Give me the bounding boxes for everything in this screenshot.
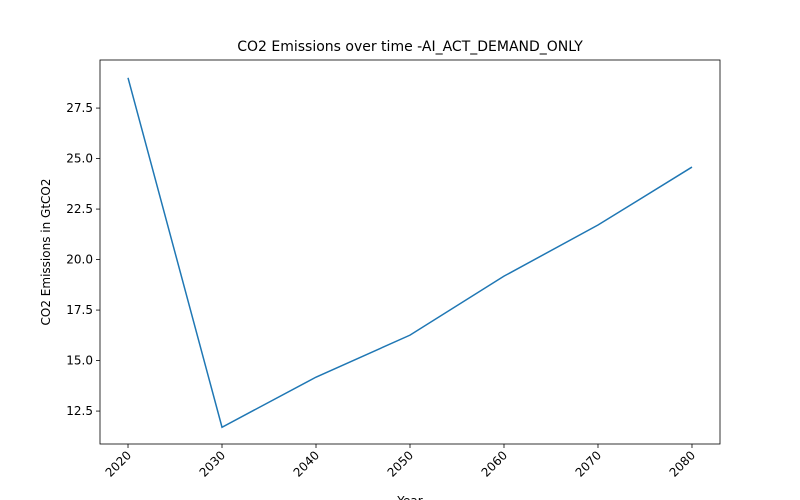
x-tick-label: 2070 <box>573 448 604 479</box>
y-tick-label: 27.5 <box>66 101 93 115</box>
y-tick-label: 17.5 <box>66 303 93 317</box>
x-tick-label: 2060 <box>479 448 510 479</box>
x-tick-label: 2030 <box>197 448 228 479</box>
x-axis-label: Year <box>396 494 422 500</box>
y-tick-label: 22.5 <box>66 202 93 216</box>
x-tick-label: 2080 <box>667 448 698 479</box>
chart-title: CO2 Emissions over time -AI_ACT_DEMAND_O… <box>237 39 583 55</box>
line-series <box>127 77 693 429</box>
x-tick-label: 2040 <box>291 448 322 479</box>
y-tick-label: 12.5 <box>66 404 93 418</box>
x-tick-label: 2050 <box>385 448 416 479</box>
y-tick-label: 20.0 <box>66 253 93 267</box>
y-tick-label: 25.0 <box>66 152 93 166</box>
y-tick-label: 15.0 <box>66 354 93 368</box>
y-axis-label: CO2 Emissions in GtCO2 <box>39 179 53 326</box>
plot-frame <box>99 59 721 445</box>
x-tick-label: 2020 <box>103 448 134 479</box>
